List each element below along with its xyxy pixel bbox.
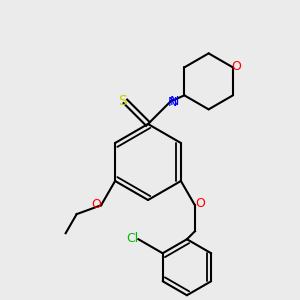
Text: O: O	[195, 197, 205, 210]
Text: O: O	[231, 60, 241, 73]
Text: Cl: Cl	[126, 232, 139, 245]
Text: N: N	[170, 95, 179, 108]
Text: O: O	[91, 198, 101, 211]
Text: S: S	[118, 94, 127, 108]
Text: N: N	[168, 96, 177, 109]
